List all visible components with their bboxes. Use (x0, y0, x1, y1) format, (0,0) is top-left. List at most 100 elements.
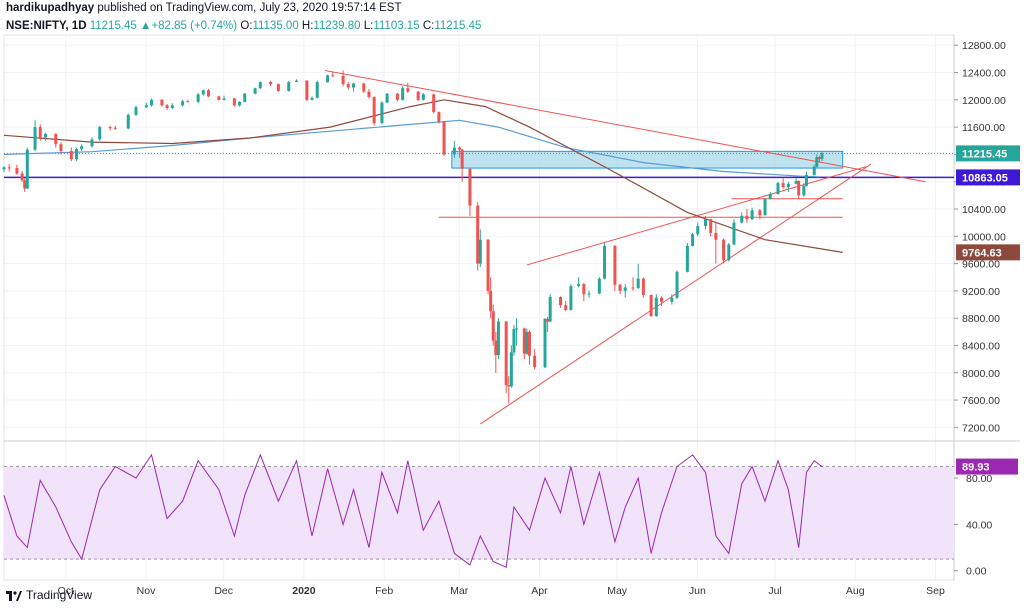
candle (750, 207, 754, 220)
price-label-bg (956, 145, 1020, 162)
candle-body (745, 215, 749, 220)
candle-body (90, 139, 94, 147)
candle (768, 191, 772, 200)
time-tick-label: Jul (768, 585, 781, 597)
candle (305, 80, 309, 102)
candle (509, 345, 513, 388)
candle-body (126, 114, 130, 129)
candle-body (2, 167, 6, 170)
candle-body (659, 297, 663, 302)
candle (670, 294, 674, 305)
candle-body (253, 88, 257, 94)
candle-body (243, 93, 247, 102)
price-axis: 7200.00 7600.00 8000.00 8400.00 8800.00 9200.… (954, 40, 1006, 434)
candle-body (160, 99, 164, 106)
candle-body (372, 97, 376, 124)
price-label-bg (956, 169, 1020, 186)
candle (623, 284, 627, 298)
candle (613, 245, 617, 291)
candle-body (522, 328, 526, 354)
candle-body (494, 340, 498, 356)
candle (745, 209, 749, 223)
price-tick-label: 8000.00 (962, 368, 1000, 380)
price-label: 9764.63 (962, 247, 1002, 259)
candle-body (750, 210, 754, 220)
candle (74, 147, 78, 162)
candle (815, 154, 819, 168)
candle (525, 328, 529, 356)
candle-body (20, 173, 24, 181)
candle-body (817, 157, 821, 160)
candle-body (618, 284, 622, 291)
candle-body (468, 168, 472, 206)
candle-body (797, 181, 801, 196)
time-tick-label: Sep (926, 585, 945, 597)
candle (797, 180, 801, 199)
candle (186, 99, 190, 103)
candle-body (654, 297, 658, 317)
candle-body (437, 112, 441, 122)
candle-body (802, 185, 806, 196)
symbol-label[interactable]: NSE:NIFTY, 1D (6, 20, 87, 32)
candle (732, 219, 736, 246)
candle-body (421, 94, 425, 100)
time-tick-label: Feb (375, 585, 393, 597)
candle (722, 238, 726, 264)
resistance-zone (451, 150, 844, 169)
candle-body (385, 93, 389, 103)
candle-body (515, 328, 519, 330)
candle (458, 146, 462, 158)
candle (206, 88, 210, 98)
candle (134, 105, 138, 117)
price-tick-label: 12800.00 (962, 40, 1006, 52)
candle (406, 82, 410, 93)
candle-body (310, 97, 314, 100)
candle (543, 318, 547, 368)
tradingview-logo[interactable]: TradingView (6, 588, 92, 602)
price-tick-label: 7200.00 (962, 422, 1000, 434)
candle (25, 147, 29, 190)
candle (243, 93, 247, 103)
candle-body (305, 80, 309, 100)
candle-body (786, 183, 790, 188)
low-value: 11103.15 (373, 20, 420, 32)
candle-body (476, 205, 480, 264)
candle (421, 93, 425, 101)
candle (587, 290, 591, 298)
candle (201, 89, 205, 96)
author-name[interactable]: hardikupadhyay (6, 2, 95, 14)
candle (326, 74, 330, 83)
candle-body (631, 287, 635, 289)
candle (80, 144, 84, 151)
candle-body (496, 321, 500, 356)
last-price: 11215.45 (89, 20, 137, 32)
candle (452, 140, 456, 158)
candle-body (217, 96, 221, 100)
candle-body (432, 94, 436, 113)
candle-body (533, 355, 537, 368)
candle (108, 125, 112, 131)
candle-body (238, 101, 242, 106)
candle-body (458, 147, 462, 150)
candle (276, 83, 280, 92)
candle-body (222, 98, 226, 100)
candle-body (820, 153, 824, 159)
rsi-pane: 0.00 40.00 80.00 (3, 453, 992, 578)
candle-body (548, 297, 552, 322)
candle (460, 148, 464, 182)
candle-body (804, 174, 808, 186)
price-tick-label: 7600.00 (962, 395, 1000, 407)
candle (20, 170, 24, 182)
candle-body (603, 245, 607, 279)
price-label: 10863.05 (962, 172, 1008, 184)
candle (649, 294, 653, 317)
candle-body (351, 83, 355, 88)
candle (618, 284, 622, 295)
sma-brown-line (3, 99, 843, 253)
candle-body (727, 244, 731, 261)
candle-body (512, 329, 516, 353)
candle (2, 166, 6, 173)
sma-blue-line (3, 119, 820, 178)
candle-body (525, 331, 529, 354)
